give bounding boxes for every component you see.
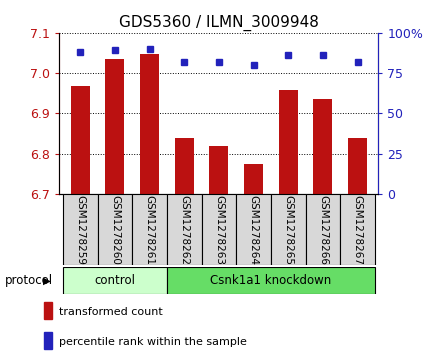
Bar xyxy=(313,99,333,194)
Bar xyxy=(279,90,298,194)
Text: Csnk1a1 knockdown: Csnk1a1 knockdown xyxy=(210,274,331,287)
Bar xyxy=(209,146,228,194)
Bar xyxy=(348,138,367,194)
Bar xyxy=(44,302,52,319)
Bar xyxy=(244,164,263,194)
Text: percentile rank within the sample: percentile rank within the sample xyxy=(59,337,246,347)
Bar xyxy=(167,194,202,265)
Text: GSM1278264: GSM1278264 xyxy=(249,195,259,265)
Text: GSM1278266: GSM1278266 xyxy=(318,195,328,265)
Text: GSM1278263: GSM1278263 xyxy=(214,195,224,265)
Title: GDS5360 / ILMN_3009948: GDS5360 / ILMN_3009948 xyxy=(119,15,319,31)
Bar xyxy=(175,138,194,194)
Bar xyxy=(340,194,375,265)
Bar xyxy=(202,194,236,265)
Text: GSM1278260: GSM1278260 xyxy=(110,195,120,265)
Text: GSM1278267: GSM1278267 xyxy=(352,195,363,265)
Text: GSM1278265: GSM1278265 xyxy=(283,195,293,265)
Bar xyxy=(236,194,271,265)
Text: GSM1278262: GSM1278262 xyxy=(179,195,189,265)
Text: ▶: ▶ xyxy=(43,276,51,285)
Bar xyxy=(105,59,125,194)
Text: control: control xyxy=(94,274,136,287)
Bar xyxy=(132,194,167,265)
Text: transformed count: transformed count xyxy=(59,307,162,317)
Bar xyxy=(306,194,340,265)
Bar xyxy=(271,194,306,265)
Bar xyxy=(63,194,98,265)
Bar xyxy=(63,267,167,294)
Bar xyxy=(140,54,159,194)
Bar xyxy=(44,332,52,349)
Bar xyxy=(71,86,90,194)
Bar xyxy=(167,267,375,294)
Text: protocol: protocol xyxy=(4,274,52,287)
Bar xyxy=(98,194,132,265)
Text: GSM1278259: GSM1278259 xyxy=(75,195,85,265)
Text: GSM1278261: GSM1278261 xyxy=(145,195,154,265)
